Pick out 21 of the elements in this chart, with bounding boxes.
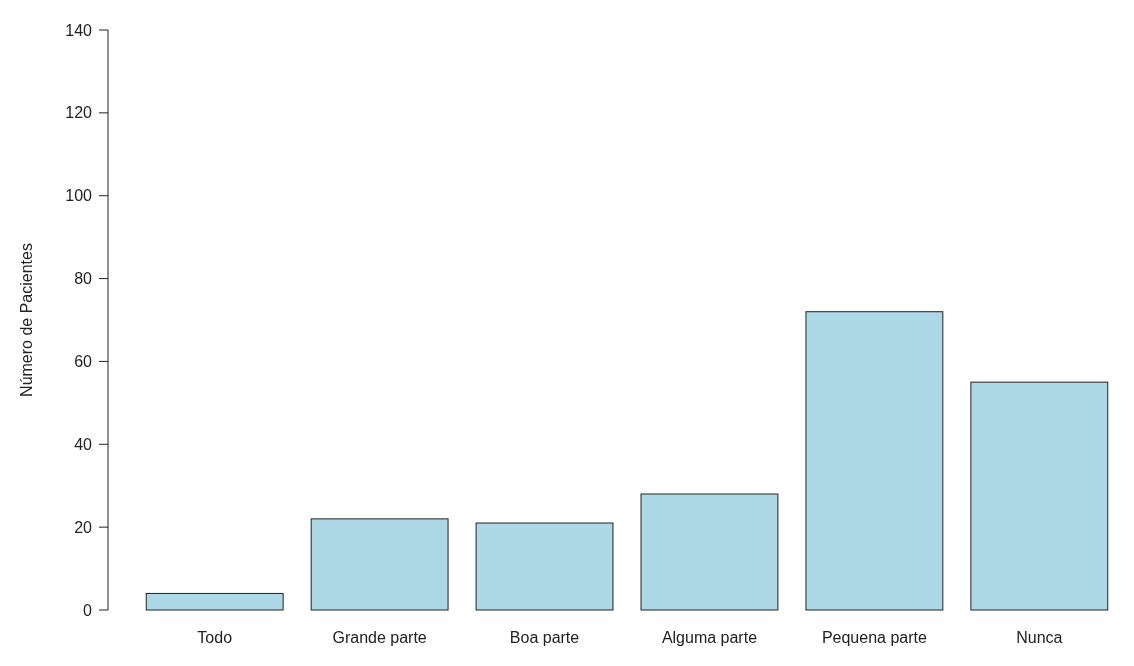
bar: [805, 311, 944, 611]
y-tick-label: 140: [65, 21, 93, 39]
y-tick-label: 60: [74, 353, 93, 371]
bar: [640, 493, 779, 611]
x-tick-label: Grande parte: [332, 629, 427, 646]
y-tick-label: 120: [65, 104, 93, 122]
y-tick-label: 40: [74, 435, 93, 453]
x-tick-label: Boa parte: [509, 629, 580, 646]
x-tick-label: Alguma parte: [661, 629, 758, 646]
y-tick-label: 80: [74, 270, 93, 288]
bar: [145, 592, 284, 611]
x-tick-label: Nunca: [1016, 629, 1063, 646]
x-tick-label: Todo: [197, 629, 233, 646]
y-tick-label: 0: [83, 601, 93, 619]
y-tick-label: 100: [65, 187, 93, 205]
bar: [475, 522, 614, 611]
y-axis-title: Número de Pacientes: [18, 243, 35, 397]
bar: [970, 381, 1109, 611]
x-tick-label: Pequena parte: [821, 629, 927, 646]
bar: [310, 518, 449, 611]
y-tick-label: 20: [74, 518, 93, 536]
